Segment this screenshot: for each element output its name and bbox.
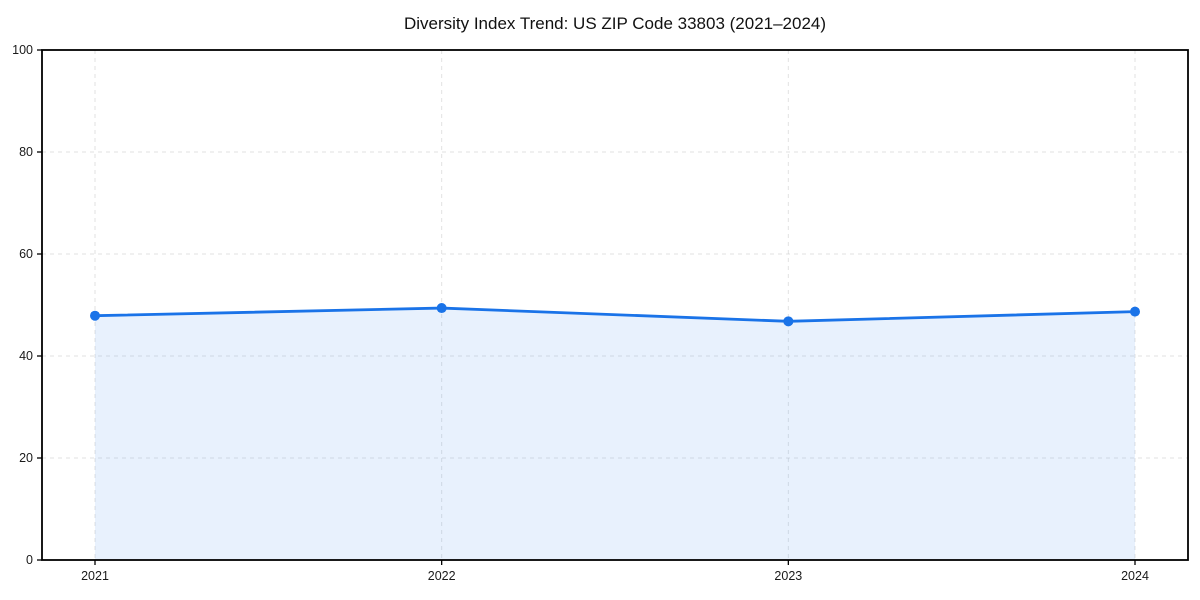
- y-tick-label: 0: [26, 553, 33, 567]
- x-tick-label: 2024: [1121, 569, 1149, 583]
- data-point-2021: [90, 310, 100, 321]
- area-fill: [95, 308, 1135, 560]
- data-point-2022: [436, 303, 447, 314]
- trend-line: [93, 306, 1137, 323]
- x-tick-label: 2022: [428, 569, 456, 583]
- y-tick-label: 20: [19, 451, 33, 465]
- plot-area: 0 20 40 60 80 100 2021 2022 2023 2024: [12, 43, 1189, 583]
- y-tick-label: 40: [19, 349, 33, 363]
- y-tick-label: 100: [12, 43, 33, 57]
- y-tick-label: 60: [19, 247, 33, 261]
- x-tick-label: 2021: [81, 569, 109, 583]
- plot-border: [41, 49, 1189, 561]
- data-point-2024: [1130, 306, 1140, 317]
- y-tick-label: 80: [19, 145, 33, 159]
- chart-title: Diversity Index Trend: US ZIP Code 33803…: [404, 14, 826, 33]
- data-point-2023: [783, 316, 794, 327]
- x-tick-label: 2023: [774, 569, 802, 583]
